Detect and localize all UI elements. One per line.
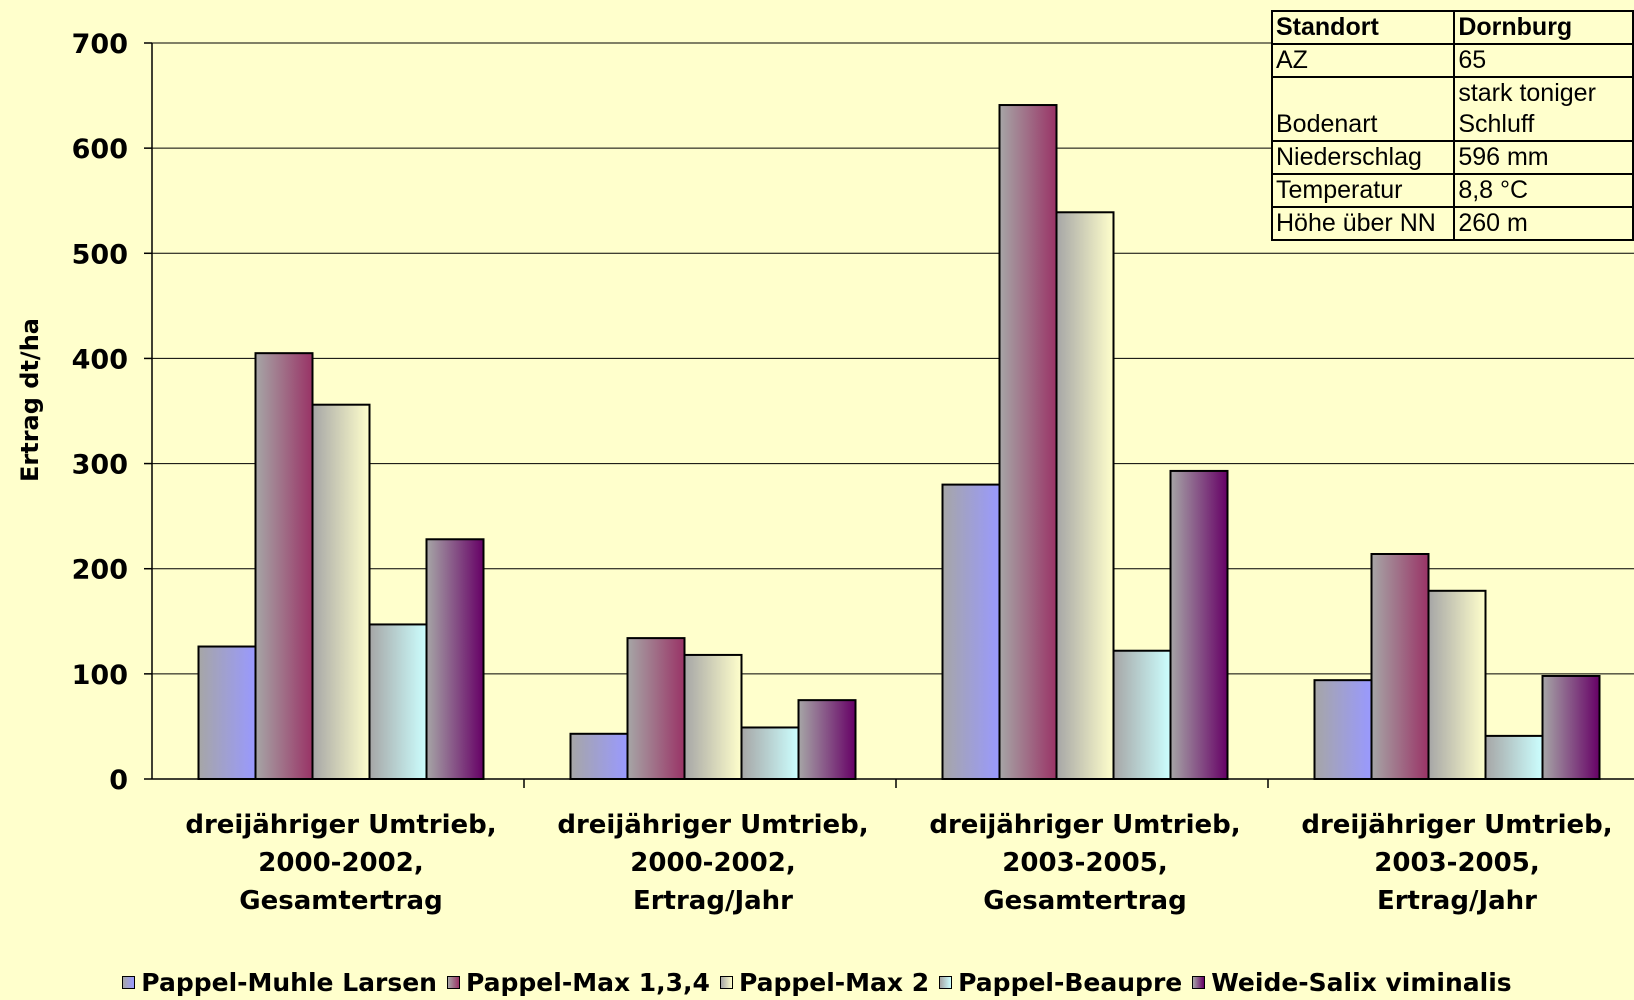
x-category-label: 2003-2005, xyxy=(1002,848,1167,878)
site-info-key: Bodenart xyxy=(1270,76,1456,142)
bar xyxy=(797,699,857,781)
site-info-value: 8,8 °C xyxy=(1453,173,1634,208)
x-category-label: Gesamtertrag xyxy=(239,886,442,916)
site-info-header-row: Standort Dornburg xyxy=(1270,10,1634,45)
bar xyxy=(1313,679,1373,780)
legend-label: Pappel-Beaupre xyxy=(958,968,1183,997)
site-info-key: AZ xyxy=(1270,43,1456,78)
x-category-label: dreijähriger Umtrieb, xyxy=(185,810,496,840)
y-tick-label: 100 xyxy=(72,660,128,691)
site-info-row: Bodenart stark toniger Schluff xyxy=(1270,76,1634,142)
legend-swatch xyxy=(446,976,460,989)
legend-label: Pappel-Muhle Larsen xyxy=(141,968,437,997)
site-info-row: AZ 65 xyxy=(1270,43,1634,78)
legend-label: Pappel-Max 2 xyxy=(738,968,930,997)
bar xyxy=(1427,589,1487,781)
legend-item: Pappel-Max 1,3,4 xyxy=(446,968,710,997)
legend-swatch xyxy=(1192,976,1206,989)
site-info-row: Niederschlag 596 mm xyxy=(1270,140,1634,175)
x-category-label: dreijähriger Umtrieb, xyxy=(557,810,868,840)
bar xyxy=(998,104,1058,780)
x-category-label: 2000-2002, xyxy=(258,848,423,878)
site-info-header-key: Standort xyxy=(1270,10,1456,45)
bar xyxy=(311,403,371,780)
bar xyxy=(425,538,485,780)
x-category-label: dreijähriger Umtrieb, xyxy=(929,810,1240,840)
bar xyxy=(1169,469,1229,780)
bar xyxy=(683,653,743,781)
legend-item: Pappel-Beaupre xyxy=(939,968,1182,997)
site-info-value: 596 mm xyxy=(1453,140,1634,175)
x-category-label: Ertrag/Jahr xyxy=(1377,886,1537,916)
site-info-key: Temperatur xyxy=(1270,173,1456,208)
bar xyxy=(941,483,1001,780)
bar xyxy=(626,637,686,781)
site-info-value: 65 xyxy=(1453,43,1634,78)
bar xyxy=(1055,211,1115,780)
site-info-header-value: Dornburg xyxy=(1453,10,1634,45)
bar xyxy=(1370,552,1430,780)
legend-label: Weide-Salix viminalis xyxy=(1211,968,1512,997)
bar xyxy=(368,623,428,780)
site-info-row: Temperatur 8,8 °C xyxy=(1270,173,1634,208)
legend-swatch xyxy=(122,976,136,989)
site-info-value: 260 m xyxy=(1453,206,1634,241)
bar xyxy=(740,726,800,780)
y-tick-label: 200 xyxy=(72,555,128,586)
y-tick-label: 700 xyxy=(72,29,128,60)
y-tick-label: 500 xyxy=(72,239,128,270)
bar xyxy=(254,352,314,780)
legend-item: Pappel-Muhle Larsen xyxy=(122,968,437,997)
y-axis-title: Ertrag dt/ha xyxy=(16,318,44,482)
gridlines xyxy=(152,42,1634,675)
x-category-label: Gesamtertrag xyxy=(983,886,1186,916)
labels: 0 100 200 300 400 500 600 700 dreijähriger Umtri… xyxy=(72,29,1613,916)
bars xyxy=(197,104,1601,781)
site-info-row: Höhe über NN 260 m xyxy=(1270,206,1634,241)
x-category-label: 2000-2002, xyxy=(630,848,795,878)
y-tick-label: 300 xyxy=(72,450,128,481)
legend-item: Pappel-Max 2 xyxy=(719,968,930,997)
bar xyxy=(1541,674,1601,781)
legend-swatch xyxy=(719,976,733,989)
bar xyxy=(197,645,257,781)
legend-item: Weide-Salix viminalis xyxy=(1192,968,1512,997)
legend: Pappel-Muhle Larsen Pappel-Max 1,3,4 Pappe… xyxy=(0,968,1634,997)
y-tick-label: 600 xyxy=(72,134,128,165)
axes xyxy=(144,42,1634,788)
x-category-label: dreijähriger Umtrieb, xyxy=(1301,810,1612,840)
x-category-label: 2003-2005, xyxy=(1374,848,1539,878)
x-category-label: Ertrag/Jahr xyxy=(633,886,793,916)
y-tick-label: 400 xyxy=(72,344,128,375)
bar xyxy=(1112,649,1172,780)
y-tick-label: 0 xyxy=(109,765,128,796)
site-info-key: Niederschlag xyxy=(1270,140,1456,175)
legend-label: Pappel-Max 1,3,4 xyxy=(465,968,710,997)
site-info-value: stark toniger Schluff xyxy=(1453,76,1634,142)
bar xyxy=(569,732,629,781)
site-info-table: Standort Dornburg AZ 65 Bodenart stark t… xyxy=(1270,10,1634,241)
bar xyxy=(1484,734,1544,780)
legend-swatch xyxy=(939,976,953,989)
site-info-key: Höhe über NN xyxy=(1270,206,1456,241)
